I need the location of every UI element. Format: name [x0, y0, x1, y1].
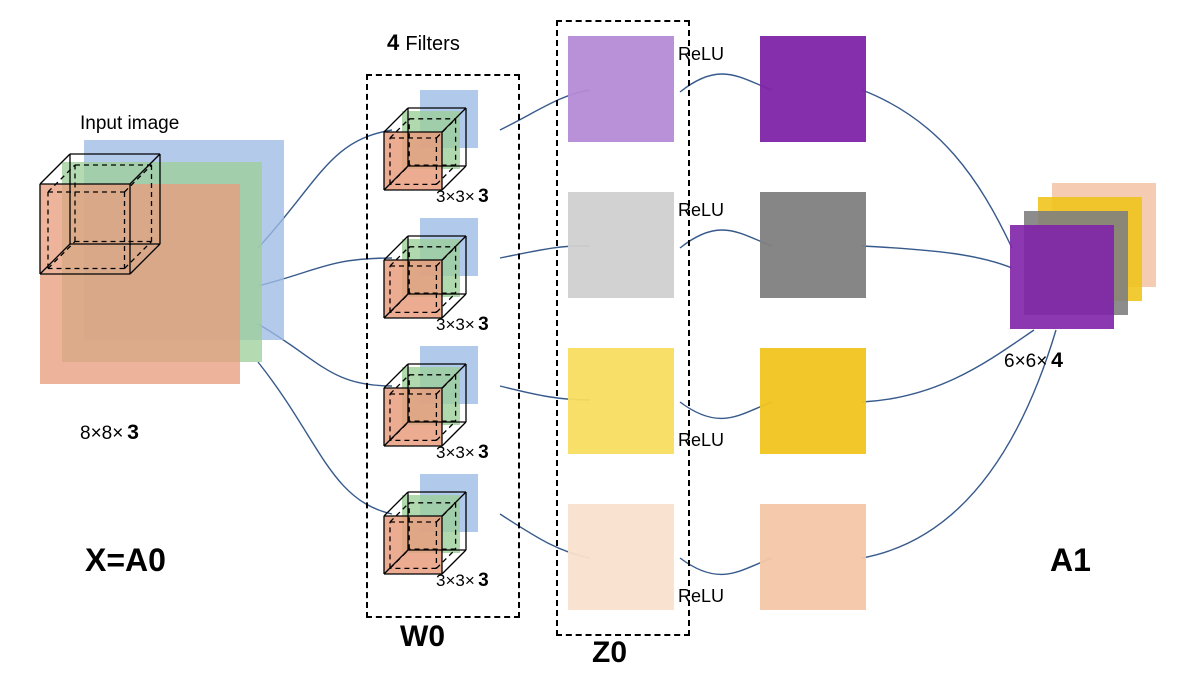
relu-label: ReLU: [678, 200, 724, 221]
flow-curve: [680, 230, 772, 248]
relu-label: ReLU: [678, 430, 724, 451]
x-a0-label: X=A0: [85, 542, 166, 579]
flow-curve: [862, 246, 1012, 268]
filter-dims-label: 3×3× 3: [436, 314, 489, 336]
flow-curve: [862, 90, 1012, 248]
filter-dims-label: 3×3× 3: [436, 442, 489, 464]
filter-dims-label: 3×3× 3: [436, 186, 489, 208]
filter-dims-label: 3×3× 3: [436, 570, 489, 592]
filters-title: 4 Filters: [387, 30, 460, 56]
w0-label: W0: [400, 620, 445, 654]
flow-curve: [680, 402, 772, 418]
z0-label: Z0: [592, 636, 627, 670]
input-dims-label: 8×8× 3: [80, 420, 139, 445]
input-image-title: Input image: [80, 113, 179, 135]
a1-dims-label: 6×6× 4: [1004, 348, 1063, 373]
relu-label: ReLU: [678, 44, 724, 65]
flow-curve: [680, 558, 772, 574]
a1-label: A1: [1050, 542, 1091, 579]
flow-curve: [680, 74, 772, 92]
relu-label: ReLU: [678, 586, 724, 607]
